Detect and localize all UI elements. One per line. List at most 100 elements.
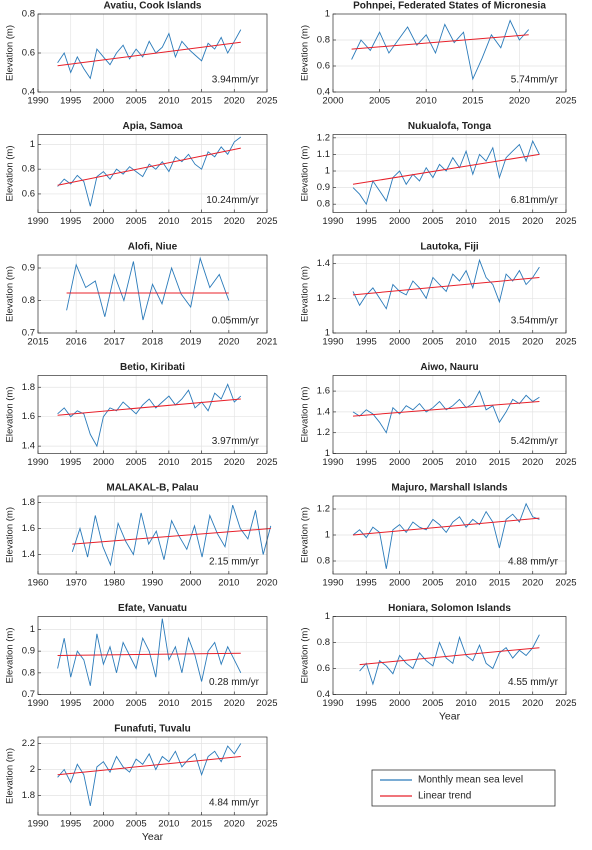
x-tick-label: 2010 xyxy=(158,698,179,709)
x-tick-label: 2020 xyxy=(522,578,543,589)
x-tick-label: 2025 xyxy=(555,698,576,709)
axes-frame xyxy=(37,134,268,213)
axes-frame xyxy=(37,495,268,575)
x-tick-label: 2020 xyxy=(224,216,245,227)
x-tick-label: 2015 xyxy=(191,96,212,107)
y-tick-label: 1.4 xyxy=(22,441,35,452)
x-tick-label: 1990 xyxy=(27,457,48,468)
x-tick-label: 1970 xyxy=(66,578,87,589)
x-tick-label: 2000 xyxy=(93,457,114,468)
y-tick-label: 1.1 xyxy=(317,149,330,160)
sea-level-line xyxy=(57,618,242,686)
y-tick-label: 1 xyxy=(325,530,330,541)
x-tick-label: 2020 xyxy=(224,457,245,468)
sea-level-line xyxy=(57,136,242,207)
x-tick-label: 1995 xyxy=(356,337,377,348)
sea-level-line xyxy=(359,634,540,686)
trend-rate: 3.54mm/yr xyxy=(511,316,559,327)
axes-frame xyxy=(37,736,268,816)
legend: Monthly mean sea level Linear trend xyxy=(371,769,556,807)
y-tick-label: 0.8 xyxy=(317,35,330,46)
y-tick-label: 1.6 xyxy=(22,411,35,422)
y-axis-label: Elevation (m) xyxy=(300,387,311,443)
x-tick-label: 1995 xyxy=(356,216,377,227)
trend-rate: 3.97mm/yr xyxy=(212,436,260,447)
x-tick-label: 2010 xyxy=(158,457,179,468)
sea-level-line xyxy=(352,389,540,434)
x-tick-label: 1995 xyxy=(60,96,81,107)
x-tick-label: 2025 xyxy=(555,337,576,348)
x-tick-label: 2005 xyxy=(126,819,147,830)
x-tick-label: 2010 xyxy=(218,578,239,589)
x-tick-label: 2010 xyxy=(416,96,437,107)
panel-title: Efate, Vanuatu xyxy=(118,603,187,614)
panel: 1990 1995 2000 2005 2010 2015 2020 2025 0.8 0.9 1 1… xyxy=(300,121,577,227)
panel-title: Majuro, Marshall Islands xyxy=(391,483,508,494)
y-axis-label: Elevation (m) xyxy=(5,146,16,202)
trend-rate: 5.42mm/yr xyxy=(511,436,559,447)
trend-line xyxy=(352,401,540,417)
panel-title: Avatiu, Cook Islands xyxy=(104,1,202,12)
x-tick-label: 2017 xyxy=(104,337,125,348)
x-tick-label: 2015 xyxy=(462,96,483,107)
x-tick-label: 1990 xyxy=(322,337,343,348)
axes-frame xyxy=(37,254,268,334)
x-axis-label: Year xyxy=(142,831,164,843)
x-tick-label: 1995 xyxy=(60,457,81,468)
x-tick-label: 2005 xyxy=(126,96,147,107)
trend-line xyxy=(359,647,540,666)
sea-level-line xyxy=(351,19,530,81)
x-tick-label: 2025 xyxy=(555,216,576,227)
panel-title: MALAKAL-B, Palau xyxy=(106,483,198,494)
trend-rate: 4.55 mm/yr xyxy=(508,677,559,688)
x-tick-label: 2010 xyxy=(158,96,179,107)
y-tick-label: 1.4 xyxy=(317,258,330,269)
panel: 1990 1995 2000 2005 2010 2015 2020 2025 1 1.2 1.4 1… xyxy=(300,362,577,468)
x-tick-label: 2000 xyxy=(389,457,410,468)
y-axis-label: Elevation (m) xyxy=(300,25,311,81)
panel-title: Funafuti, Tuvalu xyxy=(114,724,190,735)
panel-title: Apia, Samoa xyxy=(122,121,182,132)
y-tick-label: 1 xyxy=(30,624,35,635)
y-tick-label: 0.6 xyxy=(317,61,330,72)
legend-label: Monthly mean sea level xyxy=(418,775,523,786)
legend-box xyxy=(371,769,556,807)
trend-rate: 6.81mm/yr xyxy=(511,195,559,206)
axes-frame xyxy=(332,134,567,213)
sea-level-line xyxy=(352,502,540,569)
axes-frame xyxy=(37,616,268,695)
axes-frame xyxy=(332,616,567,695)
sea-level-line xyxy=(57,383,242,448)
x-tick-label: 2005 xyxy=(126,457,147,468)
y-tick-label: 1.4 xyxy=(22,549,35,560)
x-tick-label: 2005 xyxy=(422,457,443,468)
panel-title: Nukualofa, Tonga xyxy=(408,121,492,132)
panel: 2015 2016 2017 2018 2019 2020 2021 0.7 0.8 0.9 Alo… xyxy=(5,242,278,348)
trend-line xyxy=(72,528,271,545)
x-tick-label: 2020 xyxy=(522,216,543,227)
panel-title: Honiara, Solomon Islands xyxy=(388,603,511,614)
trend-line xyxy=(352,517,540,536)
panel-title: Aiwo, Nauru xyxy=(420,362,478,373)
x-tick-label: 1995 xyxy=(356,578,377,589)
trend-line xyxy=(57,756,241,776)
x-tick-label: 2010 xyxy=(456,578,477,589)
x-tick-label: 2010 xyxy=(456,216,477,227)
x-tick-label: 2015 xyxy=(489,698,510,709)
y-tick-label: 0.8 xyxy=(22,164,35,175)
y-tick-label: 1.8 xyxy=(22,497,35,508)
y-tick-label: 0.8 xyxy=(317,556,330,567)
x-tick-label: 2010 xyxy=(456,457,477,468)
axes-frame xyxy=(37,375,268,454)
y-tick-label: 0.9 xyxy=(22,646,35,657)
y-tick-label: 0.4 xyxy=(317,87,330,98)
x-tick-label: 1990 xyxy=(322,216,343,227)
x-tick-label: 2020 xyxy=(224,698,245,709)
y-tick-label: 0.8 xyxy=(317,637,330,648)
panel: 1990 1995 2000 2005 2010 2015 2020 2025 1.8 2 2.2 F… xyxy=(5,724,278,843)
x-tick-label: 2000 xyxy=(389,337,410,348)
axes-frame xyxy=(332,13,567,93)
x-tick-label: 2005 xyxy=(422,578,443,589)
x-tick-label: 2018 xyxy=(142,337,163,348)
x-tick-label: 2025 xyxy=(555,457,576,468)
